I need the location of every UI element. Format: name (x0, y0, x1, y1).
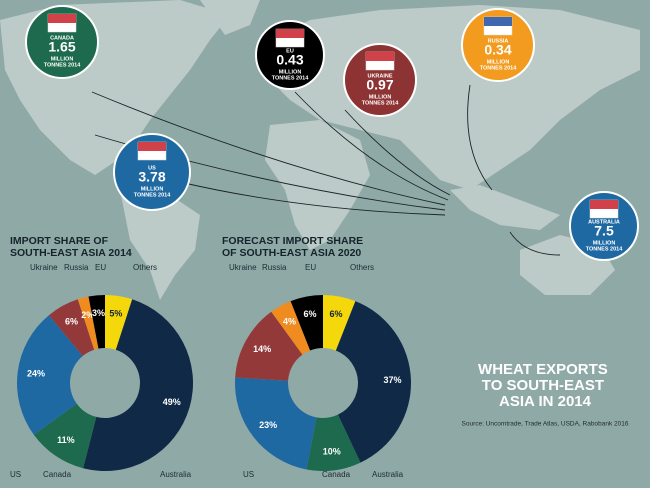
category-label: Ukraine (229, 263, 257, 272)
bubble-unit: TONNES 2014 (44, 62, 82, 68)
bubble-country: RUSSIA (488, 38, 509, 44)
flag-band (366, 52, 394, 61)
value-label: 10% (323, 446, 341, 456)
category-label: Australia (372, 470, 404, 479)
heading: WHEAT EXPORTS TO SOUTH-EAST ASIA IN 2014 (478, 361, 612, 410)
bubble-country: UKRAINE (367, 73, 392, 79)
bubble-value: 7.5 (594, 223, 614, 239)
africa (265, 120, 370, 250)
bubble-unit: MILLION (593, 240, 616, 246)
chart-title: SOUTH-EAST ASIA 2014 (10, 247, 132, 259)
donut-segment (235, 311, 303, 381)
arrow (467, 84, 493, 191)
flag-band (484, 17, 512, 26)
bubble (569, 191, 639, 261)
flag-band (276, 29, 304, 38)
category-label: EU (305, 263, 316, 272)
donut-segment (77, 296, 99, 350)
donut-segment (271, 301, 311, 355)
arrow (179, 181, 446, 216)
bubble (255, 20, 325, 90)
south-america (120, 190, 200, 300)
value-label: 5% (109, 309, 122, 319)
donut-segment (88, 295, 105, 349)
category-label: Others (350, 263, 374, 272)
bubble-value: 3.78 (138, 169, 165, 185)
donut-segment (48, 299, 95, 357)
donut-segment (290, 295, 323, 351)
arrow (344, 109, 451, 196)
bubble (25, 5, 99, 79)
category-label: Russia (64, 263, 89, 272)
value-label: 14% (253, 344, 271, 354)
category-label: Others (133, 263, 157, 272)
value-label: 6% (65, 316, 78, 326)
bubble-unit: MILLION (369, 94, 392, 100)
bubble-value: 1.65 (48, 39, 75, 55)
greenland (200, 0, 260, 35)
bubble-country: US (148, 165, 156, 171)
value-label: 23% (259, 420, 277, 430)
donut-segment (83, 299, 193, 471)
heading-line: WHEAT EXPORTS (478, 361, 608, 378)
bubble-unit: TONNES 2014 (480, 65, 518, 71)
value-label: 37% (383, 375, 401, 385)
chart-title: OF SOUTH-EAST ASIA 2020 (222, 247, 361, 259)
category-label: Ukraine (30, 263, 58, 272)
bubble (461, 8, 535, 82)
value-label: 11% (57, 435, 75, 445)
category-label: Russia (262, 263, 287, 272)
flag-band (590, 200, 618, 209)
source: Source: Uncomtrade, Trade Atlas, USDA, R… (462, 421, 629, 428)
bubble-unit: TONNES 2014 (272, 75, 310, 81)
bubble-country: AUSTRALIA (588, 219, 620, 225)
value-label: 3% (92, 308, 105, 318)
donut-segment (105, 295, 133, 350)
value-label: 6% (330, 309, 343, 319)
heading-line: ASIA IN 2014 (499, 393, 592, 410)
bubble (113, 133, 191, 211)
flag-band (48, 14, 76, 23)
donut-segment (335, 301, 412, 463)
category-label: EU (95, 263, 106, 272)
bubble-country: EU (286, 48, 294, 54)
arrow (91, 91, 446, 206)
bubble (343, 43, 417, 117)
category-label: Canada (322, 470, 351, 479)
value-label: 2% (81, 310, 94, 320)
bubble-unit: MILLION (141, 186, 164, 192)
value-label: 24% (27, 369, 45, 379)
arrow (509, 231, 561, 256)
bubble-value: 0.43 (276, 52, 303, 68)
category-label: US (10, 470, 21, 479)
bubble-unit: TONNES 2014 (362, 100, 400, 106)
bubble-unit: MILLION (279, 69, 302, 75)
heading-line: TO SOUTH-EAST (482, 377, 604, 394)
donut-segment (234, 377, 317, 470)
bubble-unit: MILLION (51, 56, 74, 62)
donut-segment (323, 295, 356, 351)
chart-title: IMPORT SHARE OF (10, 235, 109, 247)
category-label: US (243, 470, 254, 479)
category-label: Australia (160, 470, 192, 479)
value-label: 4% (283, 316, 296, 326)
donut-segment (306, 414, 361, 472)
chart-title: FORECAST IMPORT SHARE (222, 235, 363, 247)
bubble-unit: TONNES 2014 (586, 246, 624, 252)
category-label: Canada (43, 470, 72, 479)
value-label: 49% (163, 397, 181, 407)
south-east-asia (450, 185, 560, 230)
donut-segment (33, 403, 97, 469)
flag-band (138, 142, 166, 151)
bubble-value: 0.34 (484, 42, 511, 58)
arrow (294, 91, 449, 201)
bubble-value: 0.97 (366, 77, 393, 93)
donut-segment (16, 315, 83, 435)
bubble-unit: TONNES 2014 (134, 192, 172, 198)
value-label: 6% (303, 309, 316, 319)
bubble-country: CANADA (50, 35, 74, 41)
bubble-unit: MILLION (487, 59, 510, 65)
